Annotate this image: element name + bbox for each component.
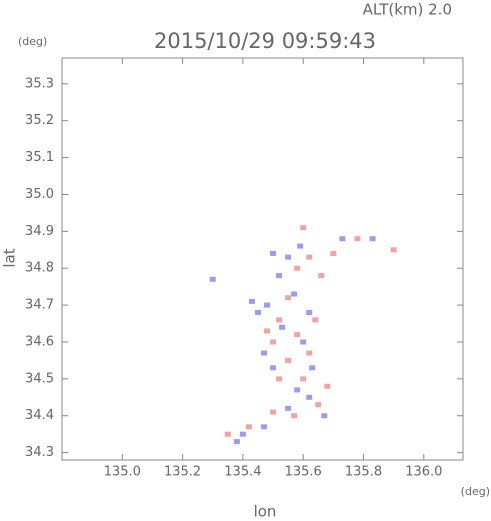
radar-pixel [315, 402, 322, 408]
radar-pixel [318, 273, 325, 279]
radar-pixel [291, 291, 298, 297]
y-tick-label: 35.0 [25, 187, 54, 202]
radar-pixel [209, 276, 216, 282]
y-tick-label: 34.3 [25, 445, 54, 460]
y-tick-label: 34.6 [25, 334, 54, 349]
radar-pixel [276, 273, 283, 279]
radar-pixel [276, 317, 283, 323]
x-unit: (deg) [461, 485, 490, 498]
y-tick-label: 35.2 [25, 113, 54, 128]
radar-pixel [270, 339, 277, 345]
x-tick-label: 135.6 [285, 465, 322, 480]
radar-pixel [312, 317, 319, 323]
radar-pixel [354, 236, 361, 242]
radar-pixel [300, 376, 307, 382]
y-tick-label: 35.1 [25, 150, 54, 165]
y-tick-label: 34.9 [25, 224, 54, 239]
radar-pixel [224, 431, 231, 437]
radar-pixel [321, 413, 328, 419]
radar-pixel [324, 383, 331, 389]
radar-pixel [270, 409, 277, 415]
radar-pixel [276, 376, 283, 382]
radar-pixel [264, 302, 271, 308]
chart-title: 2015/10/29 09:59:43 [154, 29, 376, 53]
radar-pixel [239, 431, 246, 437]
radar-pixel [294, 332, 301, 338]
radar-pixel [300, 225, 307, 231]
altitude-label: ALT(km) 2.0 [363, 1, 452, 19]
x-tick-label: 136.0 [405, 465, 442, 480]
radar-pixel [294, 265, 301, 271]
radar-pixel [300, 339, 307, 345]
radar-pixel [285, 405, 292, 411]
radar-pixel [285, 357, 292, 363]
x-tick-label: 135.4 [224, 465, 261, 480]
radar-pixel [264, 328, 271, 334]
radar-pixel [261, 424, 268, 430]
plot-frame [61, 57, 464, 461]
radar-pixel [285, 295, 292, 301]
radar-pixel [297, 243, 304, 249]
x-tick-label: 135.2 [164, 465, 201, 480]
y-tick-label: 34.4 [25, 408, 54, 423]
radar-pixel [306, 309, 313, 315]
radar-pixel [306, 394, 313, 400]
radar-pixel [261, 350, 268, 356]
radar-pixel [279, 324, 286, 330]
y-tick-label: 34.5 [25, 371, 54, 386]
radar-pixel [248, 298, 255, 304]
radar-pixel [270, 365, 277, 371]
y-unit: (deg) [18, 35, 47, 48]
radar-pixel [270, 250, 277, 256]
y-tick-label: 34.7 [25, 298, 54, 313]
radar-pixel [291, 413, 298, 419]
y-tick-label: 35.3 [25, 76, 54, 91]
radar-pixel [390, 247, 397, 253]
y-tick-label: 34.8 [25, 261, 54, 276]
radar-pixel [306, 350, 313, 356]
radar-pixel [294, 387, 301, 393]
x-tick-label: 135.0 [104, 465, 141, 480]
radar-pixel [309, 365, 316, 371]
x-tick-label: 135.8 [345, 465, 382, 480]
radar-pixel [254, 309, 261, 315]
radar-pixel [369, 236, 376, 242]
radar-pixel [245, 424, 252, 430]
radar-pixel [330, 250, 337, 256]
radar-pixel [233, 439, 240, 445]
radar-pixel [339, 236, 346, 242]
y-axis-label: lat [1, 248, 19, 267]
x-axis-label: lon [254, 503, 277, 521]
radar-pixel [306, 254, 313, 260]
radar-pixel [285, 254, 292, 260]
